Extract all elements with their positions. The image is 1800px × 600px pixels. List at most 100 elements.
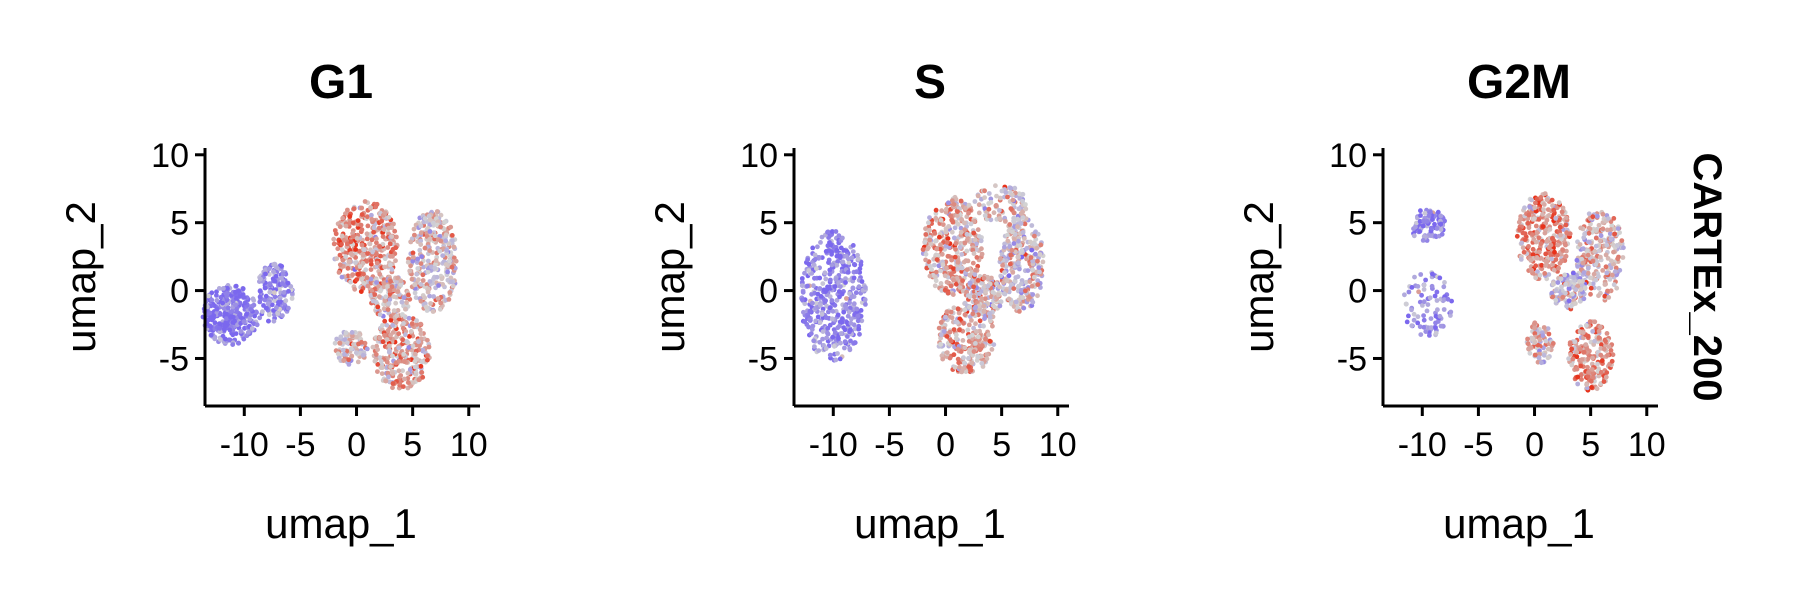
cell-point bbox=[856, 284, 862, 290]
cell-point bbox=[1438, 213, 1444, 219]
cell-point bbox=[1553, 288, 1559, 294]
cell-point bbox=[806, 268, 812, 273]
cell-point bbox=[404, 300, 409, 306]
cell-point bbox=[1020, 295, 1026, 300]
cell-point bbox=[982, 296, 988, 302]
cell-point bbox=[375, 369, 380, 374]
cell-point bbox=[823, 276, 829, 282]
cell-point bbox=[958, 225, 964, 231]
cell-point bbox=[1555, 252, 1560, 258]
cell-point bbox=[400, 312, 405, 317]
cell-point bbox=[1611, 282, 1617, 288]
cell-point bbox=[1604, 270, 1610, 276]
cell-point bbox=[1037, 252, 1043, 257]
cell-point bbox=[421, 264, 426, 270]
cell-point bbox=[422, 216, 428, 221]
cell-point bbox=[365, 251, 370, 256]
cell-point bbox=[823, 346, 829, 351]
cell-point bbox=[257, 294, 263, 300]
cell-point bbox=[1002, 270, 1007, 275]
cell-point bbox=[433, 258, 439, 263]
cell-point bbox=[390, 353, 395, 359]
cell-point bbox=[1615, 226, 1621, 232]
cell-point bbox=[1598, 233, 1604, 239]
cell-point bbox=[968, 221, 974, 227]
cell-point bbox=[979, 246, 984, 252]
cell-point bbox=[979, 343, 985, 348]
cell-point bbox=[418, 321, 424, 327]
cell-point bbox=[364, 258, 369, 264]
cell-point bbox=[1558, 276, 1564, 282]
cell-point bbox=[254, 322, 260, 328]
cell-point bbox=[447, 290, 453, 295]
cell-point bbox=[262, 285, 268, 291]
cell-point bbox=[923, 257, 928, 263]
cell-point bbox=[1007, 261, 1013, 267]
cell-point bbox=[266, 318, 271, 324]
cell-point bbox=[375, 304, 381, 310]
cell-point bbox=[1596, 222, 1602, 228]
cell-point bbox=[1406, 289, 1412, 295]
cell-point bbox=[934, 257, 940, 262]
cell-point bbox=[1533, 223, 1539, 229]
cell-point bbox=[1584, 382, 1589, 387]
cell-point bbox=[805, 257, 810, 263]
cell-point bbox=[442, 219, 448, 225]
cell-point bbox=[1428, 316, 1434, 321]
cell-point bbox=[340, 257, 346, 263]
cell-point bbox=[345, 207, 350, 213]
cell-point bbox=[977, 318, 983, 324]
x-axis-title-g1: umap_1 bbox=[265, 500, 417, 547]
cell-point bbox=[214, 293, 219, 298]
cell-point bbox=[990, 323, 995, 329]
cell-point bbox=[824, 335, 829, 341]
cell-point bbox=[386, 214, 392, 220]
cell-point bbox=[1435, 307, 1440, 313]
cell-point bbox=[837, 356, 843, 362]
cell-point bbox=[1620, 255, 1626, 260]
cell-point bbox=[980, 323, 986, 329]
cell-point bbox=[971, 230, 977, 236]
cell-point bbox=[340, 215, 346, 221]
cell-point bbox=[445, 269, 450, 275]
cell-point bbox=[1587, 319, 1593, 324]
cell-point bbox=[266, 266, 272, 272]
cell-point bbox=[816, 255, 822, 261]
cell-point bbox=[1543, 251, 1549, 257]
cell-point bbox=[1409, 285, 1415, 290]
cell-point bbox=[810, 245, 816, 251]
cell-point bbox=[234, 309, 240, 314]
cell-point bbox=[1435, 209, 1441, 215]
cell-point bbox=[427, 279, 433, 284]
cell-point bbox=[375, 347, 380, 352]
cell-point bbox=[261, 303, 266, 308]
cell-point bbox=[368, 205, 373, 210]
cell-point bbox=[408, 263, 413, 269]
cell-point bbox=[858, 313, 864, 319]
cell-point bbox=[862, 297, 868, 303]
cell-point bbox=[418, 298, 424, 304]
y-axis-title-g2m: umap_2 bbox=[1235, 201, 1282, 353]
cell-point bbox=[333, 231, 339, 237]
cell-point bbox=[388, 279, 393, 284]
cell-point bbox=[949, 198, 955, 204]
cell-point bbox=[279, 281, 285, 286]
cell-point bbox=[1525, 336, 1530, 342]
cell-point bbox=[385, 328, 391, 333]
cell-point bbox=[957, 244, 963, 250]
cell-point bbox=[280, 271, 286, 277]
cell-point bbox=[1023, 202, 1028, 207]
cell-point bbox=[393, 300, 399, 306]
cell-point bbox=[799, 279, 805, 285]
cell-point bbox=[850, 243, 856, 248]
cell-point bbox=[826, 260, 831, 265]
y-tick-label: -5 bbox=[1337, 340, 1367, 378]
cell-point bbox=[829, 298, 835, 303]
cell-point bbox=[337, 340, 343, 346]
cell-point bbox=[418, 261, 424, 266]
cell-point bbox=[387, 291, 393, 297]
cell-point bbox=[953, 332, 959, 338]
cell-point bbox=[1420, 238, 1426, 243]
cell-point bbox=[953, 241, 959, 246]
